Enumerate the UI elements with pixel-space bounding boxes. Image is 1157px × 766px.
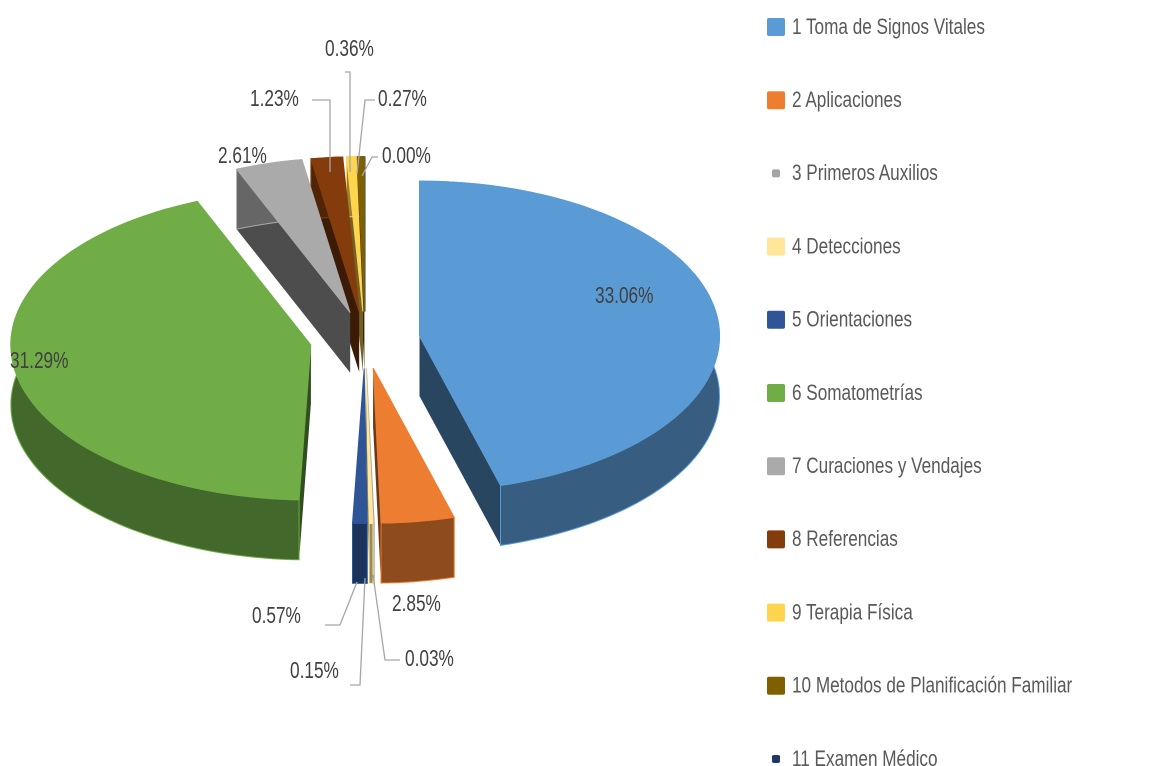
legend-label: 11 Examen Médico	[792, 747, 938, 766]
legend-marker	[767, 237, 785, 256]
legend-label: 6 Somatometrías	[792, 381, 923, 406]
legend-label: 3 Primeros Auxilios	[792, 161, 938, 186]
slice-top	[351, 368, 368, 524]
legend-marker	[772, 755, 780, 763]
data-label: 0.15%	[290, 659, 339, 684]
data-label: 0.36%	[325, 37, 374, 62]
slice-wall	[368, 522, 374, 584]
leader-line	[345, 71, 351, 172]
legend-marker	[767, 18, 785, 36]
slice-top	[345, 156, 364, 312]
legend-label: 9 Terapia Física	[792, 600, 913, 625]
data-label: 0.00%	[382, 144, 431, 169]
slice-wall	[352, 522, 368, 584]
pie-slice	[10, 200, 312, 561]
leader-line	[350, 577, 366, 686]
slice-side	[373, 368, 381, 583]
legend-label: 7 Curaciones y Vendajes	[792, 454, 982, 479]
legend-label: 10 Metodos de Planificación Familiar	[792, 674, 1073, 699]
slice-top	[365, 368, 374, 524]
legend-marker	[767, 384, 785, 402]
legend-marker	[767, 603, 785, 622]
pie-slice	[351, 368, 368, 584]
pie-slice	[419, 180, 721, 546]
data-label: 0.03%	[405, 647, 454, 672]
legend-marker	[767, 91, 785, 110]
legend-marker	[772, 169, 780, 178]
leader-line	[325, 581, 358, 626]
leader-line	[312, 99, 331, 172]
legend-label: 4 Detecciones	[792, 234, 901, 259]
legend-label: 2 Aplicaciones	[792, 88, 902, 113]
legend-marker	[767, 457, 785, 476]
slice-top	[235, 159, 351, 313]
data-label: 2.85%	[392, 592, 441, 617]
data-label: 0.57%	[252, 604, 301, 629]
legend-label: 8 Referencias	[792, 527, 898, 552]
data-label: 2.61%	[218, 144, 267, 169]
data-label: 33.06%	[595, 284, 653, 309]
data-label: 0.27%	[378, 87, 427, 112]
legend-label: 5 Orientaciones	[792, 308, 912, 333]
slice-wall	[380, 516, 455, 584]
slice-top	[310, 156, 360, 312]
pie-slice	[235, 159, 351, 373]
leader-line	[356, 99, 375, 175]
pie-slice	[372, 367, 455, 584]
slice-wall	[372, 522, 375, 584]
slice-top	[356, 156, 365, 312]
data-label: 31.29%	[10, 349, 68, 374]
pie-slice	[365, 368, 374, 584]
data-label: 1.23%	[250, 87, 299, 112]
slice-top	[372, 367, 455, 524]
slice-top	[419, 180, 721, 486]
legend-marker	[767, 530, 785, 549]
leader-line	[361, 156, 378, 177]
pie-slice	[345, 156, 364, 372]
slice-side	[419, 336, 501, 546]
legend-marker	[767, 676, 785, 695]
slice-top	[10, 200, 312, 501]
leader-line	[372, 574, 400, 661]
legend-label: 1 Toma de Signos Vitales	[792, 15, 985, 40]
legend-marker	[767, 310, 785, 329]
